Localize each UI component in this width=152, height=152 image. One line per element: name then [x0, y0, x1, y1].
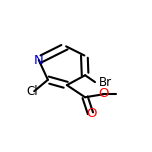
Text: O: O [86, 107, 97, 120]
Text: Br: Br [99, 76, 112, 89]
Text: O: O [98, 87, 109, 100]
Text: N: N [34, 54, 44, 67]
Text: Cl: Cl [27, 85, 38, 98]
